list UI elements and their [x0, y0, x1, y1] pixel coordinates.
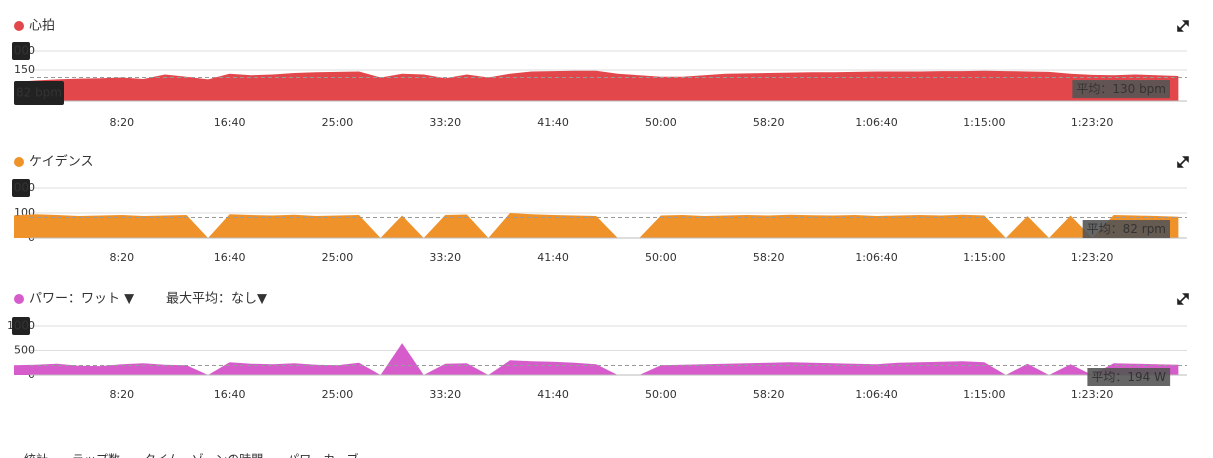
tab[interactable]: 統計: [24, 452, 48, 458]
chart-title: 心拍: [29, 19, 55, 34]
x-tick-label: 41:40: [537, 388, 569, 401]
average-label: 平均：130 bpm: [1076, 82, 1166, 96]
x-tick-label: 1:15:00: [963, 251, 1005, 264]
x-tick-label: 33:20: [429, 388, 461, 401]
x-tick-label: 1:06:40: [855, 388, 897, 401]
average-label-box: [1087, 367, 1171, 386]
x-tick-label: 25:00: [322, 388, 354, 401]
x-tick-label: 1:06:40: [855, 116, 897, 129]
x-tick-label: 58:20: [753, 116, 785, 129]
expand-icon[interactable]: [1177, 20, 1189, 32]
x-tick-label: 33:20: [429, 116, 461, 129]
expand-arrows: [1177, 293, 1189, 305]
x-tick-label: 58:20: [753, 388, 785, 401]
expand-icon[interactable]: [1177, 156, 1189, 168]
hover-marker: [12, 179, 30, 197]
x-tick-label: 1:23:20: [1071, 116, 1113, 129]
tab[interactable]: ラップ数: [72, 452, 120, 458]
x-tick-label: 1:23:20: [1071, 388, 1113, 401]
hover-tooltip-text: 82 bpm: [16, 86, 62, 100]
average-label: 平均：194 W: [1091, 370, 1166, 384]
x-tick-label: 41:40: [537, 116, 569, 129]
y-tick-label: 500: [14, 344, 35, 357]
x-tick-label: 50:00: [645, 251, 677, 264]
legend-dot: [14, 294, 24, 304]
x-tick-label: 50:00: [645, 116, 677, 129]
x-tick-label: 8:20: [109, 388, 134, 401]
expand-arrows: [1177, 20, 1189, 32]
area: [14, 213, 1179, 238]
hover-tooltip: [14, 81, 64, 105]
hover-axis-label: 00: [14, 319, 29, 333]
x-tick-label: 16:40: [214, 388, 246, 401]
expand-arrows: [1177, 156, 1189, 168]
x-tick-label: 33:20: [429, 251, 461, 264]
average-label: 平均：82 rpm: [1087, 222, 1166, 236]
x-tick-label: 1:23:20: [1071, 251, 1113, 264]
expand-icon[interactable]: [1177, 293, 1189, 305]
area: [14, 343, 1179, 375]
x-tick-label: 1:15:00: [963, 388, 1005, 401]
x-tick-label: 50:00: [645, 388, 677, 401]
legend-dot: [14, 157, 24, 167]
average-label-box: [1072, 80, 1170, 99]
tab[interactable]: タイム・ゾーンの時間: [144, 453, 263, 458]
x-tick-label: 58:20: [753, 251, 785, 264]
hover-axis-label: 00: [14, 44, 29, 58]
average-label-box: [1082, 220, 1170, 238]
x-tick-label: 8:20: [109, 116, 134, 129]
dropdown[interactable]: 最大平均：なし▼: [166, 292, 267, 307]
chart-title[interactable]: パワー：ワット ▼: [29, 292, 134, 307]
area: [14, 70, 1179, 101]
chart-title: ケイデンス: [29, 154, 93, 170]
legend-dot: [14, 21, 24, 31]
x-tick-label: 25:00: [322, 116, 354, 129]
x-tick-label: 16:40: [214, 251, 246, 264]
hover-marker: [12, 317, 30, 335]
x-tick-label: 1:15:00: [963, 116, 1005, 129]
x-tick-label: 1:06:40: [855, 251, 897, 264]
hover-marker: [12, 42, 30, 60]
x-tick-label: 41:40: [537, 251, 569, 264]
x-tick-label: 8:20: [109, 251, 134, 264]
hover-axis-label: 00: [14, 181, 29, 195]
y-tick-label: 150: [14, 63, 35, 76]
x-tick-label: 25:00: [322, 251, 354, 264]
x-tick-label: 16:40: [214, 116, 246, 129]
tab[interactable]: パワーカーブ: [287, 452, 358, 458]
